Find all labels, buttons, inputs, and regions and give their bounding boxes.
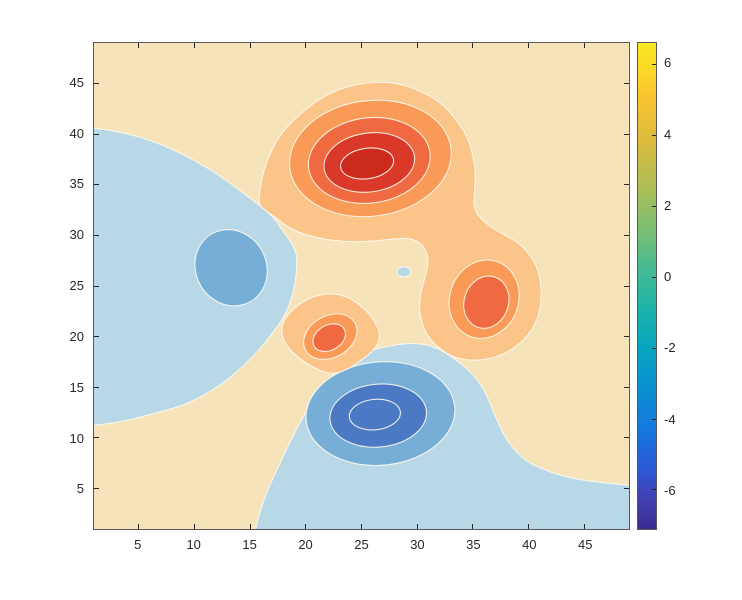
tick-mark: [652, 276, 656, 278]
contour-region-bottom-negative-core-ring: [347, 397, 402, 433]
tick-mark: [624, 336, 629, 338]
contour-region-center-peak-core: [307, 318, 352, 357]
tick-mark: [138, 43, 140, 48]
tick-mark: [624, 234, 629, 236]
tick-mark: [305, 524, 307, 529]
colorbar-tick-label: -4: [664, 411, 676, 427]
y-tick-label: 10: [69, 430, 84, 446]
tick-mark: [652, 418, 656, 420]
contour-region-left-negative-mid: [186, 222, 277, 313]
tick-mark: [416, 524, 418, 529]
tick-mark: [652, 489, 656, 491]
contour-region-main-peak-core-ring: [338, 144, 396, 182]
tick-mark: [193, 524, 195, 529]
x-tick-label: 35: [466, 537, 481, 552]
tick-mark: [528, 524, 530, 529]
tick-mark: [583, 524, 585, 529]
colorbar-tick-label: 4: [664, 126, 672, 142]
tick-mark: [624, 386, 629, 388]
contour-region-left-negative-light: [94, 128, 297, 426]
tick-mark: [624, 82, 629, 84]
tick-mark: [583, 43, 585, 48]
tick-mark: [472, 43, 474, 48]
x-tick-label: 20: [298, 537, 313, 552]
y-tick-label: 45: [69, 74, 84, 90]
tick-mark: [472, 524, 474, 529]
plot-area: [93, 42, 630, 530]
tick-mark: [652, 134, 656, 136]
tick-mark: [94, 285, 99, 287]
y-tick-label: 40: [69, 125, 84, 141]
colorbar-tick-label: -6: [664, 482, 676, 498]
y-tick-label: 20: [69, 328, 84, 344]
colorbar-tick-label: -2: [664, 340, 676, 356]
x-tick-label: 45: [578, 537, 593, 552]
colorbar-tick-label: 2: [664, 197, 672, 213]
contour-region-zero-island-dot: [397, 267, 411, 277]
x-tick-label: 5: [134, 537, 142, 552]
contour-region-right-peak-core: [459, 272, 515, 332]
tick-mark: [94, 386, 99, 388]
y-tick-label: 25: [69, 278, 84, 293]
y-axis-tick-labels: 5 10 15 20 25 30 35 40 45: [22, 42, 84, 530]
colorbar: [637, 42, 657, 530]
tick-mark: [652, 205, 656, 207]
tick-mark: [94, 437, 99, 439]
colorbar-tick-labels: -6 -4 -2 0 2 4 6: [664, 42, 714, 530]
colorbar-tick-label: 0: [664, 269, 672, 285]
y-tick-label: 15: [69, 379, 84, 395]
tick-mark: [94, 82, 99, 84]
tick-mark: [652, 63, 656, 65]
x-tick-label: 25: [354, 537, 369, 552]
tick-mark: [94, 336, 99, 338]
tick-mark: [624, 133, 629, 135]
tick-mark: [624, 487, 629, 489]
x-tick-label: 15: [242, 537, 257, 552]
y-tick-label: 5: [76, 481, 84, 497]
tick-mark: [94, 234, 99, 236]
tick-mark: [94, 184, 99, 186]
tick-mark: [624, 437, 629, 439]
tick-mark: [624, 184, 629, 186]
x-tick-label: 40: [522, 537, 537, 552]
y-tick-label: 35: [69, 176, 84, 192]
tick-mark: [652, 347, 656, 349]
contour-plot: [94, 43, 629, 529]
tick-mark: [361, 524, 362, 529]
tick-mark: [138, 524, 140, 529]
tick-mark: [94, 487, 99, 489]
y-tick-label: 30: [69, 227, 84, 243]
tick-mark: [416, 43, 418, 48]
tick-mark: [94, 133, 99, 135]
tick-mark: [193, 43, 195, 48]
colorbar-tick-label: 6: [664, 55, 672, 71]
x-tick-label: 10: [186, 537, 201, 552]
tick-mark: [305, 43, 307, 48]
x-tick-label: 30: [410, 537, 425, 552]
tick-mark: [624, 285, 629, 287]
tick-mark: [361, 43, 362, 48]
tick-mark: [249, 524, 251, 529]
x-axis-tick-labels: 5 10 15 20 25 30 35 40 45: [93, 534, 630, 554]
tick-mark: [528, 43, 530, 48]
tick-mark: [249, 43, 251, 48]
